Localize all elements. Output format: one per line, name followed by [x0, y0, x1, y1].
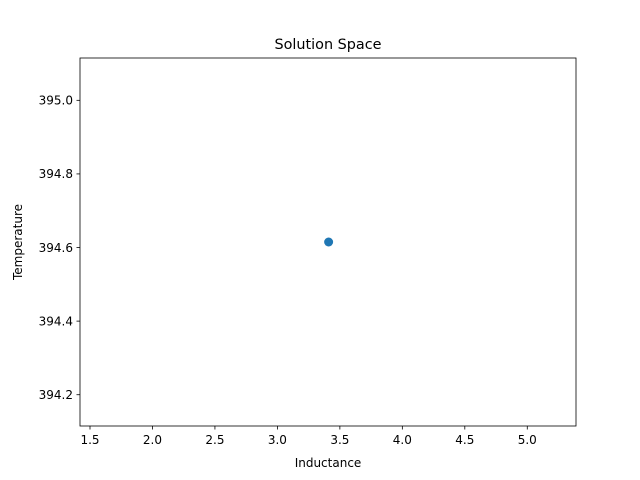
plot-frame [79, 57, 577, 427]
y-axis-label: Temperature [11, 204, 25, 281]
chart-title: Solution Space [274, 37, 381, 53]
x-tick-label: 1.5 [80, 433, 99, 447]
x-tick-label: 4.5 [455, 433, 474, 447]
x-tick-label: 5.0 [518, 433, 537, 447]
y-tick-label: 394.8 [39, 167, 73, 181]
x-axis-ticks: 1.5 2.0 2.5 3.0 3.5 4.0 4.5 5.0 [80, 426, 537, 447]
y-tick-label: 394.4 [39, 314, 73, 328]
x-tick-label: 3.5 [330, 433, 349, 447]
y-tick-label: 394.6 [39, 241, 73, 255]
x-tick-label: 4.0 [393, 433, 412, 447]
data-point [324, 237, 334, 247]
data-points [324, 237, 334, 247]
y-tick-label: 394.2 [39, 388, 73, 402]
x-axis-label: Inductance [295, 456, 362, 470]
x-tick-label: 2.0 [143, 433, 162, 447]
x-tick-label: 3.0 [268, 433, 287, 447]
y-tick-label: 395.0 [39, 94, 73, 108]
x-tick-label: 2.5 [205, 433, 224, 447]
y-axis-ticks: 394.2 394.4 394.6 394.8 395.0 [39, 94, 80, 402]
